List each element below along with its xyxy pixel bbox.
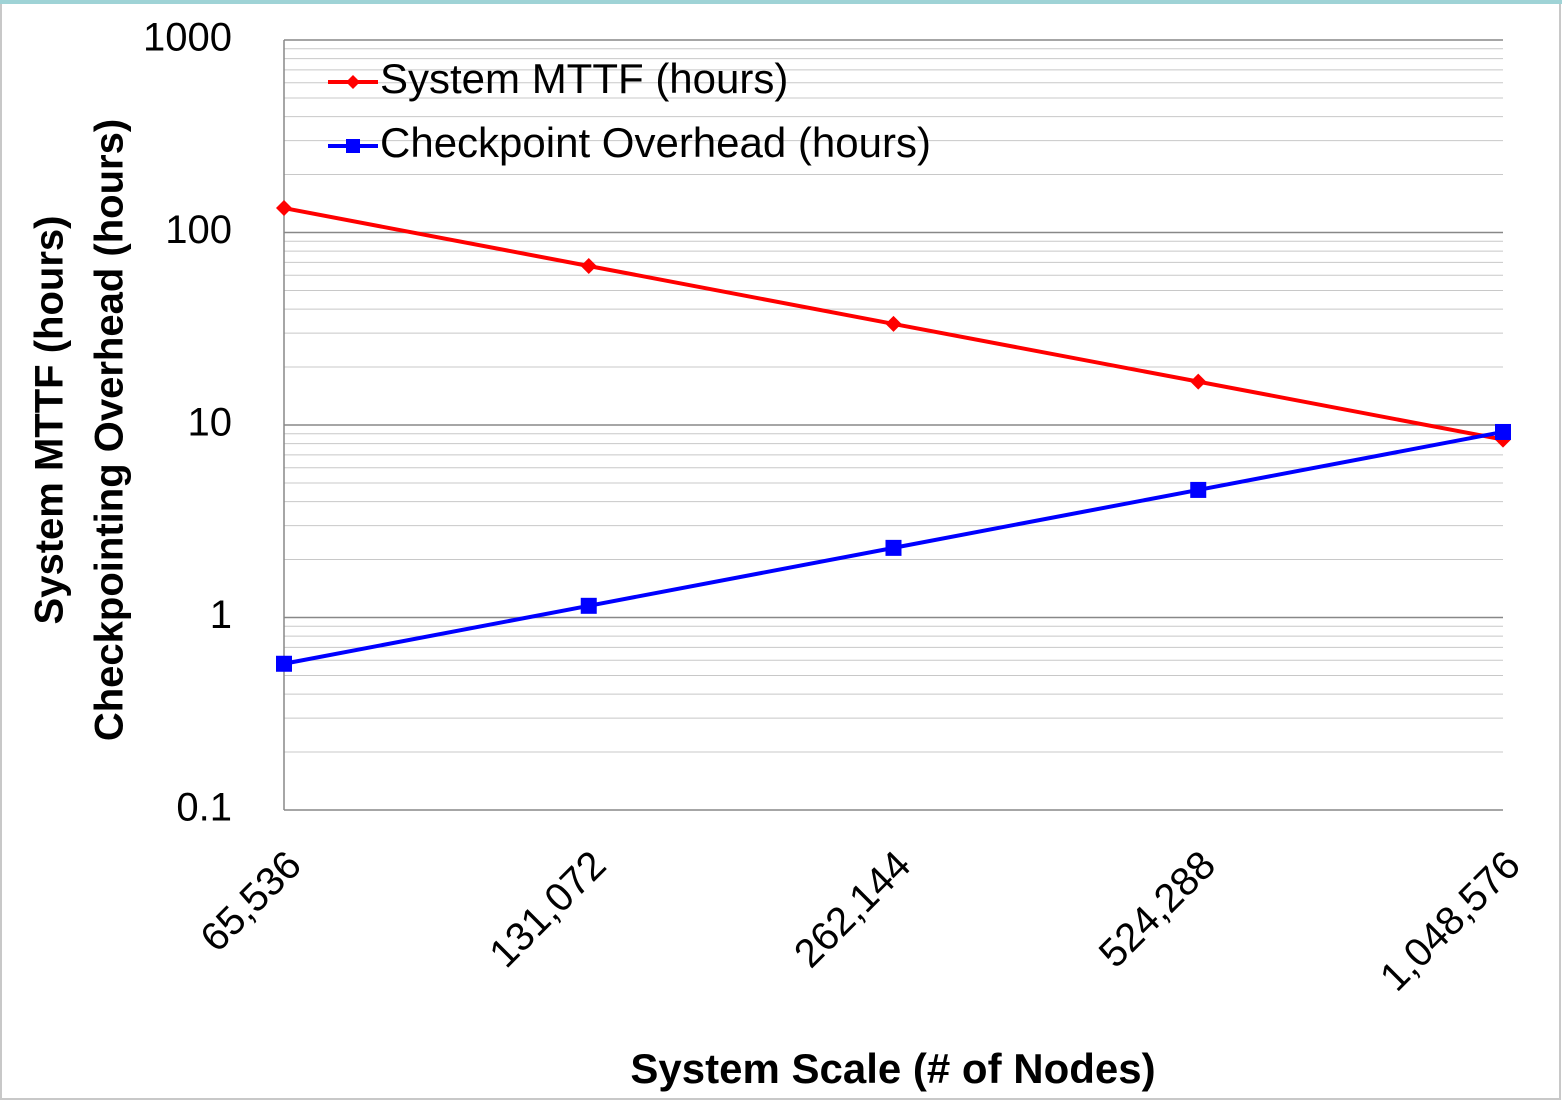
point-marker	[580, 597, 597, 614]
legend-label: System MTTF (hours)	[380, 55, 788, 102]
y-axis-label: System MTTF (hours)	[28, 216, 72, 625]
y-tick-label: 1	[210, 593, 232, 637]
point-marker	[276, 655, 292, 672]
legend-marker	[346, 75, 360, 89]
x-axis-label: System Scale (# of Nodes)	[630, 1045, 1155, 1092]
y-tick-label: 10	[188, 401, 233, 445]
y-tick-label: 1000	[143, 16, 232, 60]
point-marker	[885, 539, 902, 556]
y-tick-label: 100	[165, 208, 232, 252]
y-axis-label: Checkpointing Overhead (hours)	[88, 119, 132, 741]
y-tick-label: 0.1	[176, 786, 232, 830]
legend-label: Checkpoint Overhead (hours)	[380, 119, 931, 166]
legend-marker	[346, 139, 360, 153]
top-border	[0, 0, 1562, 4]
point-marker	[1190, 373, 1207, 390]
point-marker	[1190, 481, 1207, 498]
point-marker	[885, 315, 902, 332]
point-marker	[580, 257, 597, 274]
point-marker	[1495, 423, 1511, 440]
point-marker	[276, 200, 292, 217]
